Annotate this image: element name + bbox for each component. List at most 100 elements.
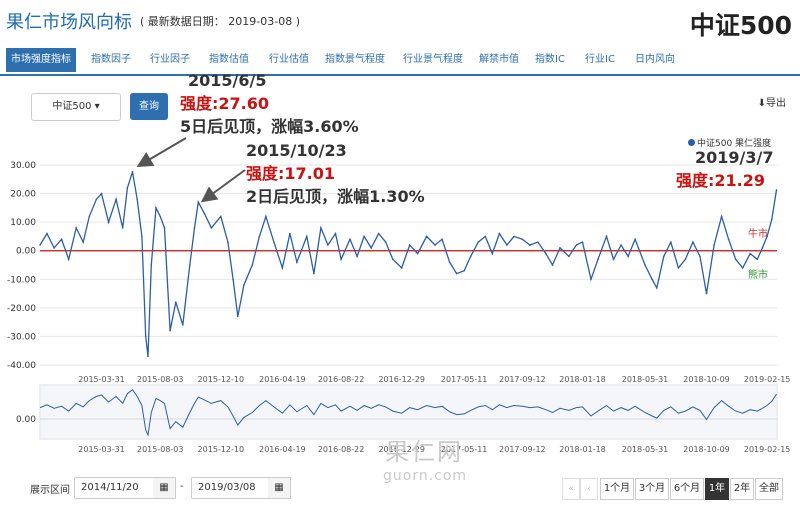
date-separator: - <box>180 481 184 492</box>
watermark-cn: 果仁网 <box>385 438 463 466</box>
range-1y-button[interactable]: 1年 <box>705 478 729 500</box>
series-point <box>612 258 615 261</box>
series-point <box>95 198 98 201</box>
start-calendar-icon[interactable]: ▦ <box>153 477 176 499</box>
end-date-input[interactable]: 2019/03/08 <box>191 477 269 499</box>
series-point <box>289 232 291 235</box>
series-point <box>655 287 658 289</box>
index-select[interactable]: 中证500 ▾ <box>31 93 121 121</box>
series-point <box>727 238 730 241</box>
series-point <box>243 284 245 286</box>
legend-marker-icon <box>688 139 695 146</box>
series-point <box>159 215 162 218</box>
series-point <box>193 227 196 229</box>
series-point <box>590 278 592 281</box>
series-point <box>181 324 184 326</box>
series-point <box>46 232 48 235</box>
series-point <box>741 267 744 269</box>
series-point <box>720 215 723 218</box>
navigator-y-label: 0.00 <box>16 415 36 425</box>
tab-industry-factor[interactable]: 行业因子 <box>150 54 190 65</box>
y-tick-label: 20.00 <box>10 190 36 200</box>
query-button[interactable]: 查询 <box>130 93 168 120</box>
series-point <box>677 267 680 269</box>
series-point <box>363 235 365 238</box>
x-tick-label: 2016-04-19 <box>259 375 306 384</box>
series-point <box>131 171 134 173</box>
y-tick-label: -30.00 <box>7 332 36 342</box>
series-point <box>334 232 337 235</box>
range-all-button[interactable]: 全部 <box>755 478 783 500</box>
tab-intraday-wind[interactable]: 日内风向 <box>635 54 675 65</box>
x-tick-label: 2016-08-22 <box>318 375 365 384</box>
series-point <box>144 335 147 338</box>
peak1-strength: 强度:27.60 <box>180 94 270 113</box>
tab-index-prosperity[interactable]: 指数景气程度 <box>325 54 385 65</box>
arrow-peak1 <box>136 137 187 168</box>
x-axis-labels: 2015-03-31 2015-08-03 2015-12-10 2016-04-19… <box>78 375 790 384</box>
series-point <box>136 198 139 201</box>
end-calendar-icon[interactable]: ▦ <box>268 477 291 499</box>
series-points <box>39 171 778 358</box>
series-point <box>306 235 308 238</box>
series-point <box>189 264 191 266</box>
range-1m-button[interactable]: 1个月 <box>600 478 634 500</box>
series-point <box>455 272 458 275</box>
series-point <box>545 252 547 255</box>
prev-page-icon[interactable]: ‹ <box>580 478 598 500</box>
page-title: 果仁市场风向标 <box>6 12 132 33</box>
tab-industry-ic[interactable]: 行业IC <box>585 54 615 65</box>
x-tick-label: 2018-10-09 <box>683 445 730 454</box>
tab-unlock-value[interactable]: 解禁市值 <box>479 54 519 65</box>
tab-index-valuation[interactable]: 指数估值 <box>209 54 249 65</box>
export-button[interactable]: ⬇导出 <box>758 94 786 109</box>
chart-legend[interactable]: 中证500 果仁强度 <box>688 136 771 149</box>
series-point <box>705 292 708 295</box>
tab-industry-prosperity[interactable]: 行业景气程度 <box>403 54 463 65</box>
series-point <box>75 227 77 229</box>
x-tick-label: 2016-08-22 <box>318 445 365 454</box>
series-point <box>296 261 298 263</box>
series-point <box>662 255 665 258</box>
bear-market-label: 熊市 <box>748 270 768 281</box>
range-6m-button[interactable]: 6个月 <box>670 478 704 500</box>
latest-date: 2019/3/7 <box>695 148 774 167</box>
series-point <box>327 244 329 246</box>
range-2y-button[interactable]: 2年 <box>730 478 754 500</box>
series-point <box>575 244 578 246</box>
series-point <box>251 264 254 266</box>
x-tick-label: 2018-05-31 <box>622 445 669 454</box>
x-tick-label: 2015-03-31 <box>78 445 125 454</box>
y-tick-label: -10.00 <box>7 275 36 285</box>
x-tick-label: 2017-05-11 <box>441 375 488 384</box>
series-point <box>597 258 599 261</box>
tab-market-strength[interactable]: 市场强度指标 <box>6 48 76 72</box>
series-point <box>400 267 403 269</box>
range-3m-button[interactable]: 3个月 <box>635 478 669 500</box>
peak1-date: 2015/6/5 <box>188 71 267 90</box>
series-point <box>349 238 351 241</box>
x-tick-label: 2015-12-10 <box>198 445 245 454</box>
series-point <box>258 235 261 238</box>
series-point <box>521 238 524 241</box>
series-point <box>749 252 752 255</box>
series-point <box>670 241 672 243</box>
start-date-input[interactable]: 2014/11/20 <box>74 477 154 499</box>
first-page-icon[interactable]: « <box>562 478 580 500</box>
latest-strength: 强度:21.29 <box>676 171 766 190</box>
x-tick-label: 2018-01-18 <box>559 445 606 454</box>
tab-index-factor[interactable]: 指数因子 <box>91 54 131 65</box>
navigator-window[interactable] <box>40 385 777 439</box>
series-point <box>761 247 764 249</box>
download-icon: ⬇ <box>757 98 766 109</box>
tab-industry-valuation[interactable]: 行业估值 <box>269 54 309 65</box>
latest-data-date: ( 最新数据日期： 2019-03-08 ) <box>140 15 300 28</box>
series-point <box>356 255 358 258</box>
series-point <box>477 241 480 243</box>
series-point <box>236 315 239 318</box>
tab-index-ic[interactable]: 指数IC <box>535 54 565 65</box>
series-point <box>581 241 584 243</box>
series-point <box>377 232 380 235</box>
series-point <box>416 252 419 255</box>
series-point <box>147 355 149 358</box>
